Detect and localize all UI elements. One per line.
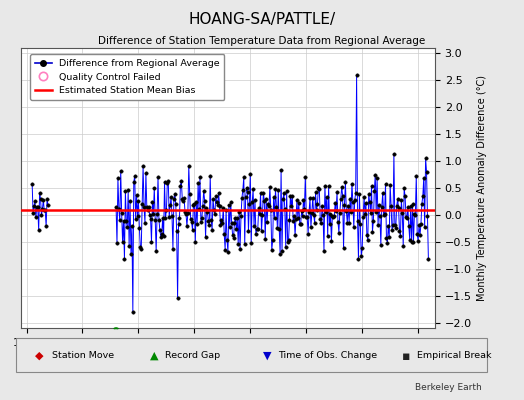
Text: Record Gap: Record Gap <box>165 352 220 360</box>
Y-axis label: Monthly Temperature Anomaly Difference (°C): Monthly Temperature Anomaly Difference (… <box>477 75 487 301</box>
Text: Empirical Break: Empirical Break <box>417 352 491 360</box>
Text: ▲: ▲ <box>150 351 159 361</box>
Text: Time of Obs. Change: Time of Obs. Change <box>278 352 377 360</box>
Text: Station Move: Station Move <box>52 352 115 360</box>
Text: HOANG-SA/PATTLE/: HOANG-SA/PATTLE/ <box>189 12 335 27</box>
Legend: Difference from Regional Average, Quality Control Failed, Estimated Station Mean: Difference from Regional Average, Qualit… <box>30 54 224 100</box>
Text: Difference of Station Temperature Data from Regional Average: Difference of Station Temperature Data f… <box>99 36 425 46</box>
Text: Berkeley Earth: Berkeley Earth <box>416 383 482 392</box>
Text: ◆: ◆ <box>35 351 43 361</box>
Text: ▪: ▪ <box>402 350 410 362</box>
Text: ▼: ▼ <box>263 351 271 361</box>
